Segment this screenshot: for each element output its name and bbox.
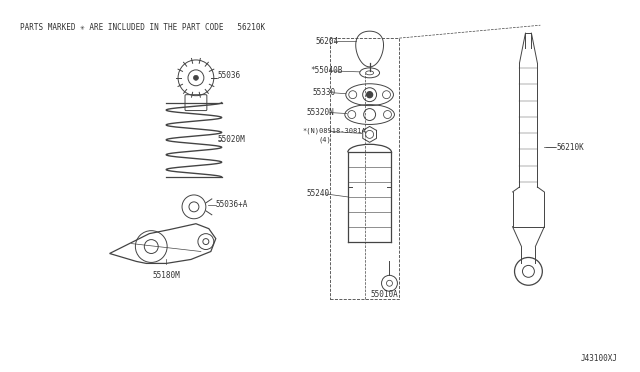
Text: 55330: 55330 [312, 88, 335, 97]
Circle shape [367, 92, 372, 98]
Text: 55320N: 55320N [306, 108, 334, 117]
Text: J43100XJ: J43100XJ [580, 354, 618, 363]
Text: 55180M: 55180M [152, 271, 180, 280]
Text: 55036: 55036 [218, 71, 241, 80]
Text: 55036+A: 55036+A [216, 201, 248, 209]
Text: *(N)08918-3081A: *(N)08918-3081A [302, 127, 366, 134]
Text: (4): (4) [318, 136, 331, 142]
Text: PARTS MARKED ✳ ARE INCLUDED IN THE PART CODE   56210K: PARTS MARKED ✳ ARE INCLUDED IN THE PART … [20, 23, 266, 32]
Circle shape [193, 76, 198, 80]
Bar [330, 38, 399, 299]
Text: 56210K: 56210K [556, 143, 584, 152]
Text: 55240: 55240 [306, 189, 329, 198]
Text: *55040B: *55040B [310, 66, 342, 76]
Text: 56204: 56204 [315, 36, 338, 46]
Text: 55010A: 55010A [371, 290, 398, 299]
Text: 55020M: 55020M [218, 135, 246, 144]
